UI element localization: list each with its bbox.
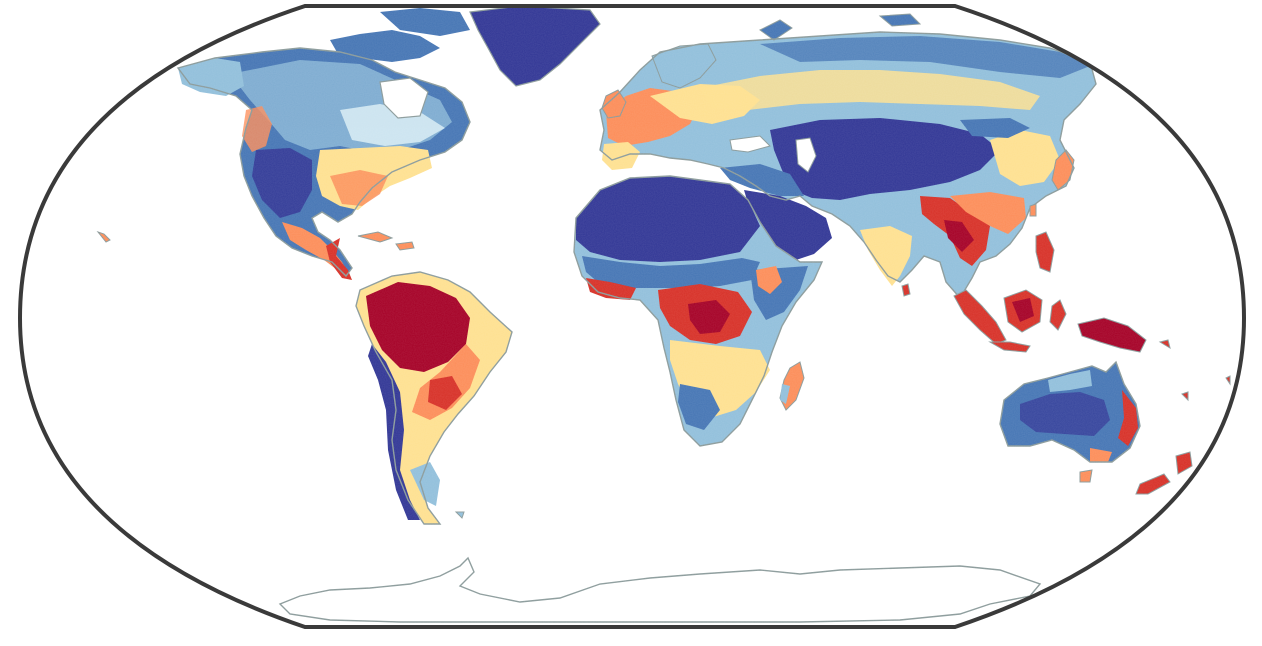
- map-frame: [17, 3, 1247, 629]
